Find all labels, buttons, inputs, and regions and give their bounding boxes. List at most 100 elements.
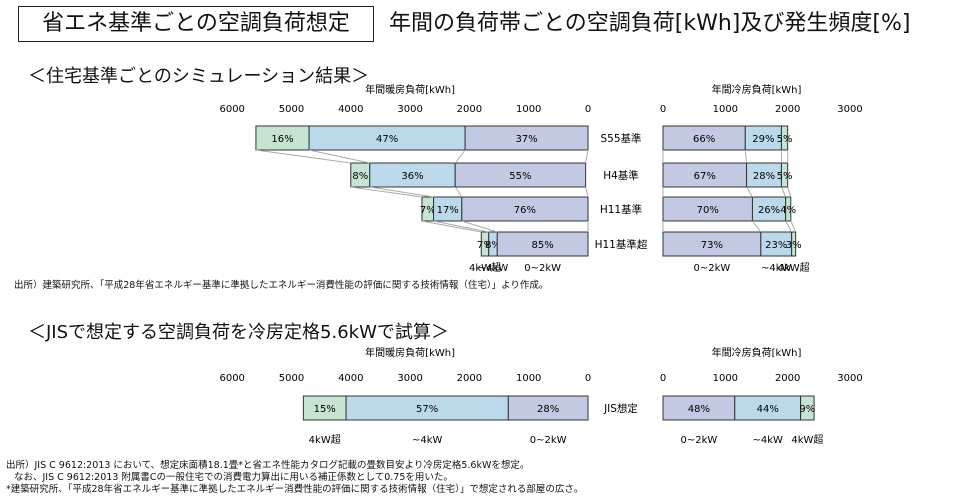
cooling-segment-label: 9% (799, 404, 815, 415)
cooling-tick-label: 1000 (713, 373, 738, 384)
cooling-bar-segment (800, 395, 815, 421)
heating-tick-label: 3000 (397, 104, 422, 115)
heating-connector-line (585, 186, 589, 198)
heating-bar-segment (345, 395, 509, 421)
cooling-band-label: 4kW超 (778, 261, 810, 274)
heating-band-label: 0~2kW (530, 435, 567, 446)
cooling-bar-segment (744, 125, 782, 151)
cooling-tick-label: 1000 (713, 104, 738, 115)
cooling-band-label: 4kW超 (791, 433, 823, 446)
heating-bar-segment (507, 395, 589, 421)
heating-band-label: ~4kW (478, 263, 509, 274)
heating-tick-label: 2000 (457, 104, 482, 115)
heating-bar-segment (461, 196, 589, 222)
heating-segment-label: 76% (514, 205, 536, 216)
heating-bar-segment (454, 162, 587, 188)
heating-segment-label: 7% (477, 240, 493, 251)
cooling-segment-label: 26% (758, 205, 780, 216)
category-label: H11基準 (600, 203, 642, 216)
boxed-title: 省エネ基準ごとの空調負荷想定 (18, 6, 374, 42)
heating-band-label: ~4kW (412, 435, 443, 446)
heating-connector-line (454, 186, 463, 198)
heating-tick-label: 1000 (516, 373, 541, 384)
cooling-tick-label: 3000 (837, 373, 862, 384)
heating-segment-label: 36% (401, 171, 423, 182)
heating-tick-label: 5000 (279, 373, 304, 384)
heating-tick-label: 3000 (397, 373, 422, 384)
cooling-segment-label: 23% (765, 240, 787, 251)
section-title-simulation: ＜住宅基準ごとのシミュレーション結果＞ (28, 66, 370, 87)
cooling-connector-line (744, 149, 748, 164)
cooling-bar-segment (662, 395, 736, 421)
heating-connector-line (421, 220, 482, 233)
heating-bar-segment (308, 125, 466, 151)
source-line-2: なお、JIS C 9612:2013 附属書Cの一般住宅での消費電力算出に用いる… (14, 472, 453, 483)
cooling-bar-segment (760, 231, 793, 257)
heating-connector-line (454, 149, 466, 164)
heating-tick-label: 6000 (219, 373, 244, 384)
heating-bar-segment (255, 125, 310, 151)
heating-segment-label: 17% (437, 205, 459, 216)
cooling-segment-label: 66% (693, 134, 715, 145)
cooling-axis-title: 年間冷房負荷[kWh] (712, 346, 802, 359)
heating-tick-label: 0 (585, 104, 591, 115)
heating-bar-segment (464, 125, 589, 151)
heating-tick-label: 4000 (338, 104, 363, 115)
heating-tick-label: 2000 (457, 373, 482, 384)
source-note-simulation: 出所）建築研究所、「平成28年省エネルギー基準に準拠したエネルギー消費性能の評価… (14, 280, 549, 291)
cooling-bar-segment (791, 231, 797, 257)
cooling-connector-line (746, 186, 753, 198)
cooling-segment-label: 28% (753, 171, 775, 182)
heating-segment-label: 47% (376, 134, 398, 145)
heating-band-label: 4kW超 (469, 261, 501, 274)
heating-connector-line (308, 149, 370, 164)
heating-tick-label: 5000 (279, 104, 304, 115)
heating-tick-label: 6000 (219, 104, 244, 115)
source-note-jis: 出所）JIS C 9612:2013 において、想定床面積18.1畳*と省エネ性… (6, 460, 583, 496)
cooling-tick-label: 0 (660, 373, 666, 384)
cooling-connector-line (790, 220, 797, 233)
category-label: H11基準超 (595, 238, 648, 251)
cooling-segment-label: 70% (697, 205, 719, 216)
cooling-bar-segment (751, 196, 787, 222)
cooling-bar-segment (780, 125, 789, 151)
heating-segment-label: 55% (509, 171, 531, 182)
cooling-bar-segment (662, 231, 762, 257)
cooling-bar-segment (662, 196, 753, 222)
cooling-segment-label: 73% (701, 240, 723, 251)
cooling-segment-label: 4% (780, 205, 796, 216)
cooling-band-label: 0~2kW (681, 435, 718, 446)
heating-axis-title: 年間暖房負荷[kWh] (365, 346, 455, 359)
cooling-bar-segment (734, 395, 802, 421)
heating-connector-line (255, 149, 351, 164)
heating-bar-segment (433, 196, 463, 222)
cooling-segment-label: 29% (752, 134, 774, 145)
heating-connector-line (350, 186, 423, 198)
cooling-connector-line (785, 220, 793, 233)
heating-tick-label: 1000 (516, 104, 541, 115)
cooling-segment-label: 3% (786, 240, 802, 251)
heating-tick-label: 4000 (338, 373, 363, 384)
heating-segment-label: 37% (515, 134, 537, 145)
heating-band-label: 0~2kW (524, 263, 561, 274)
cooling-band-label: ~4kW (753, 435, 784, 446)
cooling-bar-segment (780, 162, 789, 188)
heating-bar-segment (302, 395, 347, 421)
cooling-connector-line (752, 220, 762, 233)
category-label: JIS想定 (603, 402, 638, 415)
heating-segment-label: 7% (420, 205, 436, 216)
cooling-segment-label: 5% (777, 171, 793, 182)
category-label: S55基準 (600, 132, 641, 145)
cooling-tick-label: 3000 (837, 104, 862, 115)
heating-segment-label: 15% (314, 404, 336, 415)
heating-connector-line (585, 149, 589, 164)
heating-bar-segment (369, 162, 456, 188)
cooling-bar-segment (662, 125, 746, 151)
heating-bar-segment (496, 231, 589, 257)
heating-segment-label: 8% (485, 240, 501, 251)
cooling-tick-label: 0 (660, 104, 666, 115)
category-label: H4基準 (603, 169, 639, 182)
cooling-bar-segment (785, 196, 792, 222)
cooling-segment-label: 67% (694, 171, 716, 182)
